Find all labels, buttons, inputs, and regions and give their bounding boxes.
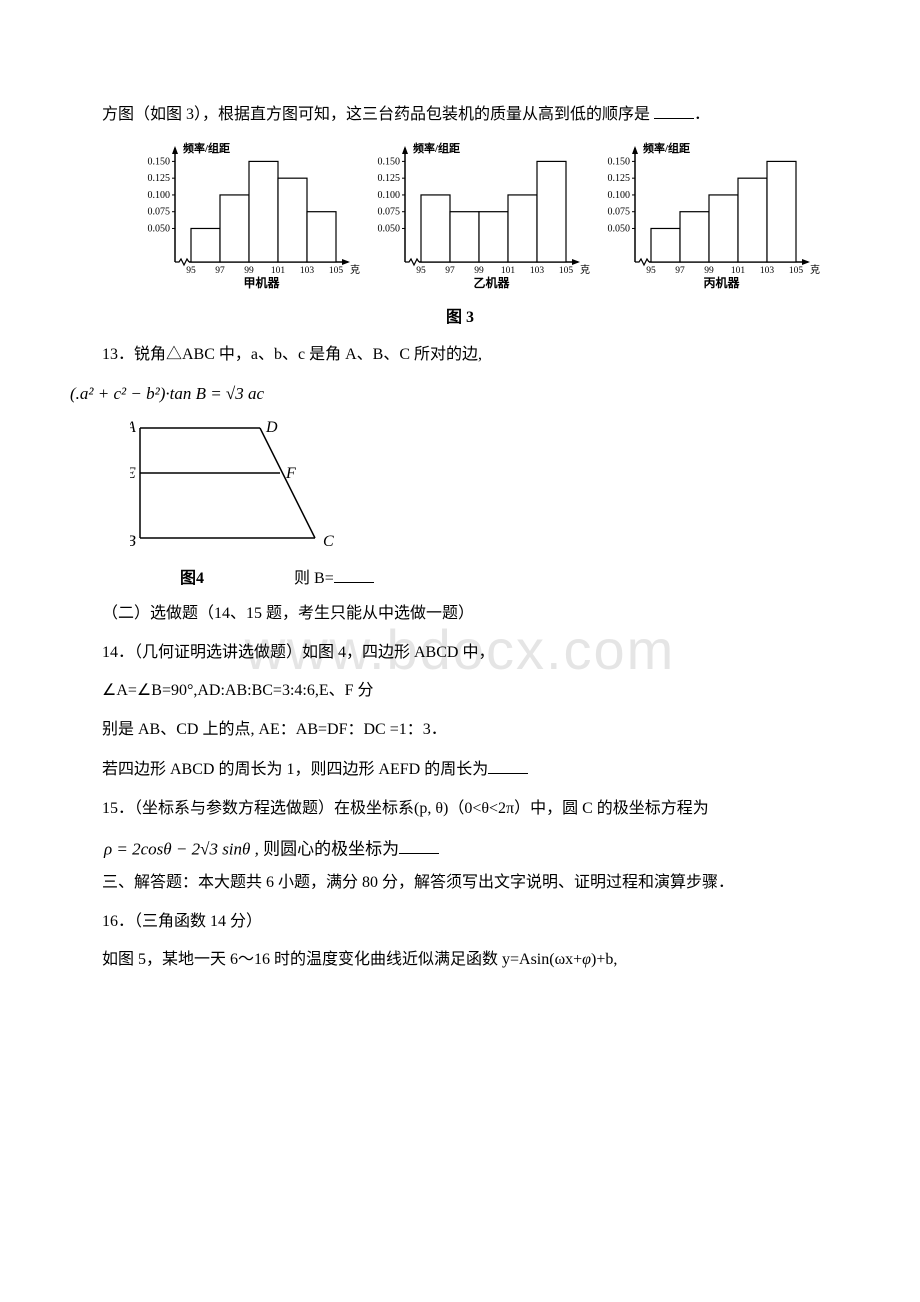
q15-line1: 15．（坐标系与参数方程选做题）在极坐标系(p, θ)（0<θ<2π）中，圆 C… <box>70 795 850 824</box>
svg-text:频率/组距: 频率/组距 <box>643 141 690 155</box>
answer-blank-13 <box>334 564 374 583</box>
svg-text:0.150: 0.150 <box>378 156 401 167</box>
q14-line2: ∠A=∠B=90°,AD:AB:BC=3:4:6,E、F 分 <box>70 677 850 706</box>
q16-line1: 16．（三角函数 14 分） <box>70 908 850 937</box>
page-content: 方图（如图 3），根据直方图可知，这三台药品包装机的质量从高到低的顺序是 ． 频… <box>70 100 850 975</box>
histograms-row: 频率/组距 0.050 0.075 0.100 0.125 0.150 95 97 99 101 1… <box>70 140 850 301</box>
svg-text:频率/组距: 频率/组距 <box>413 141 460 155</box>
svg-text:0.150: 0.150 <box>148 156 171 167</box>
svg-text:0.075: 0.075 <box>148 207 171 218</box>
q15-tail: 则圆心的极坐标为 <box>263 839 399 858</box>
section-3-title: 三、解答题：本大题共 6 小题，满分 80 分，解答须写出文字说明、证明过程和演… <box>70 869 850 898</box>
figure-4-wrap: A D E F B C 图4 则 B= <box>130 418 850 594</box>
svg-text:103: 103 <box>760 266 775 276</box>
svg-text:频率/组距: 频率/组距 <box>183 141 230 155</box>
q13-formula: (.a² + c² − b²)·tan B = √3 ac <box>70 379 850 410</box>
svg-text:0.125: 0.125 <box>608 173 631 184</box>
histogram-svg-b: 频率/组距 0.050 0.075 0.100 0.125 0.150 95 97 99 101 1… <box>360 140 590 290</box>
svg-text:克: 克 <box>350 264 360 276</box>
answer-blank-12 <box>654 100 694 119</box>
svg-text:101: 101 <box>501 266 516 276</box>
svg-text:0.125: 0.125 <box>148 173 171 184</box>
svg-text:97: 97 <box>215 266 225 276</box>
svg-text:99: 99 <box>474 266 484 276</box>
svg-text:101: 101 <box>731 266 746 276</box>
svg-text:0.100: 0.100 <box>608 190 631 201</box>
svg-text:0.050: 0.050 <box>608 223 631 234</box>
svg-text:105: 105 <box>789 266 804 276</box>
svg-text:C: C <box>323 533 334 550</box>
svg-text:103: 103 <box>300 266 315 276</box>
histogram-svg-c: 频率/组距 0.050 0.075 0.100 0.125 0.150 95 97 99 101 1… <box>590 140 820 290</box>
svg-text:99: 99 <box>704 266 714 276</box>
svg-text:丙机器: 丙机器 <box>703 275 740 290</box>
q16-phi: φ <box>582 951 591 968</box>
svg-text:A: A <box>130 419 136 436</box>
q14-line4-text: 若四边形 ABCD 的周长为 1，则四边形 AEFD 的周长为 <box>102 761 488 778</box>
svg-text:0.075: 0.075 <box>378 207 401 218</box>
figure-3-caption: 图 3 <box>70 304 850 333</box>
svg-text:乙机器: 乙机器 <box>473 275 510 290</box>
q13-text: 13．锐角△ABC 中，a、b、c 是角 A、B、C 所对的边, <box>70 341 850 370</box>
svg-text:0.100: 0.100 <box>378 190 401 201</box>
svg-text:0.100: 0.100 <box>148 190 171 201</box>
q13-tail: 则 B= <box>294 565 334 594</box>
figure-4-caption: 图4 <box>180 565 204 594</box>
q13-formula-text: (.a² + c² − b²)·tan B = √3 ac <box>70 384 264 403</box>
answer-blank-15 <box>399 834 439 854</box>
svg-text:克: 克 <box>580 264 590 276</box>
svg-text:95: 95 <box>646 266 656 276</box>
q16-line2: 如图 5，某地一天 6～16 时的温度变化曲线近似满足函数 y=Asin(ωx+… <box>70 946 850 975</box>
q16-line2-a: 如图 5，某地一天 6～16 时的温度变化曲线近似满足函数 y=Asin(ωx+ <box>102 951 582 968</box>
q14-line1: 14．（几何证明选讲选做题）如图 4，四边形 ABCD 中， <box>70 639 850 668</box>
q16-line2-b: )+b, <box>591 951 617 968</box>
svg-text:克: 克 <box>810 264 820 276</box>
svg-text:甲机器: 甲机器 <box>243 275 280 290</box>
chart-machine-b: 频率/组距 0.050 0.075 0.100 0.125 0.150 95 97 99 101 1… <box>360 140 590 301</box>
svg-text:B: B <box>130 533 136 550</box>
svg-text:95: 95 <box>416 266 426 276</box>
svg-text:103: 103 <box>530 266 545 276</box>
svg-text:D: D <box>265 419 278 436</box>
chart-machine-c: 频率/组距 0.050 0.075 0.100 0.125 0.150 95 97 99 101 1… <box>590 140 820 301</box>
svg-text:F: F <box>285 465 296 482</box>
answer-blank-14 <box>488 755 528 774</box>
trapezoid-svg: A D E F B C <box>130 418 340 553</box>
svg-text:0.075: 0.075 <box>608 207 631 218</box>
q14-line4: 若四边形 ABCD 的周长为 1，则四边形 AEFD 的周长为 <box>70 755 850 785</box>
svg-text:99: 99 <box>244 266 254 276</box>
svg-text:97: 97 <box>445 266 455 276</box>
intro-paragraph: 方图（如图 3），根据直方图可知，这三台药品包装机的质量从高到低的顺序是 ． <box>70 100 850 130</box>
section-2-title: （二）选做题（14、15 题，考生只能从中选做一题） <box>70 600 850 629</box>
histogram-svg-a: 频率/组距 0.050 0.075 0.100 0.125 0.150 95 97 99 101 1… <box>130 140 360 290</box>
q15-formula-line: ρ = 2cosθ − 2√3 sinθ , 则圆心的极坐标为 <box>70 834 850 865</box>
svg-text:0.050: 0.050 <box>148 223 171 234</box>
svg-text:101: 101 <box>271 266 286 276</box>
svg-text:95: 95 <box>186 266 196 276</box>
svg-text:0.125: 0.125 <box>378 173 401 184</box>
q14-line3: 别是 AB、CD 上的点, AE：AB=DF：DC =1：3． <box>70 716 850 745</box>
intro-text: 方图（如图 3），根据直方图可知，这三台药品包装机的质量从高到低的顺序是 <box>102 106 650 123</box>
svg-text:97: 97 <box>675 266 685 276</box>
svg-text:0.050: 0.050 <box>378 223 401 234</box>
svg-text:E: E <box>130 465 136 482</box>
svg-text:0.150: 0.150 <box>608 156 631 167</box>
svg-text:105: 105 <box>329 266 344 276</box>
chart-machine-a: 频率/组距 0.050 0.075 0.100 0.125 0.150 95 97 99 101 1… <box>130 140 360 301</box>
q15-formula: ρ = 2cosθ − 2√3 sinθ , <box>104 839 259 858</box>
svg-text:105: 105 <box>559 266 574 276</box>
